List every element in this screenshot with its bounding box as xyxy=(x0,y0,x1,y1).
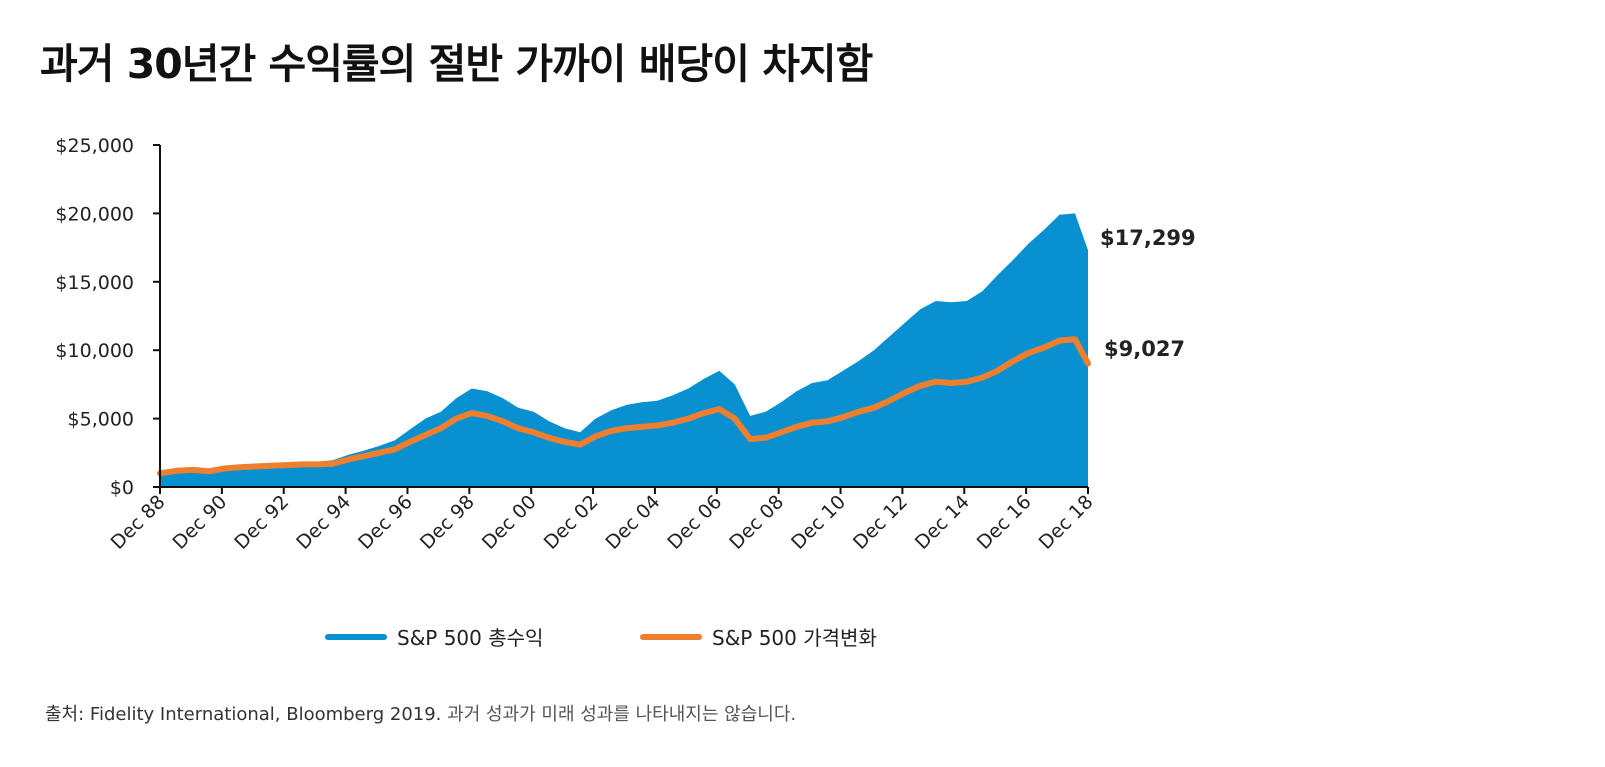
x-tick-label: Dec 18 xyxy=(1035,491,1098,554)
y-tick-label: $0 xyxy=(110,477,134,499)
chart-svg: $0 $5,000 $10,000 $15,000 $20,000 $25,000 Dec… xyxy=(55,135,1196,554)
y-tick-label: $25,000 xyxy=(55,135,134,157)
x-tick-label: Dec 90 xyxy=(168,491,231,554)
x-tick-label: Dec 00 xyxy=(478,491,541,554)
legend-item-price-change: S&P 500 가격변화 xyxy=(640,622,877,651)
y-ticks: $0 $5,000 $10,000 $15,000 $20,000 $25,000 xyxy=(55,135,160,499)
x-tick-label: Dec 98 xyxy=(416,491,479,554)
legend-label-price-change: S&P 500 가격변화 xyxy=(712,626,877,650)
x-tick-label: Dec 88 xyxy=(107,491,170,554)
end-labels: $17,299 $9,027 xyxy=(1100,226,1196,361)
y-tick-label: $10,000 xyxy=(55,340,134,362)
source-prefix: 출처: xyxy=(45,704,85,725)
x-tick-label: Dec 94 xyxy=(292,491,355,554)
x-tick-label: Dec 06 xyxy=(663,491,726,554)
legend-swatch-total-return xyxy=(325,633,387,640)
end-label-price-change: $9,027 xyxy=(1104,337,1185,361)
x-tick-label: Dec 96 xyxy=(354,491,417,554)
legend-item-total-return: S&P 500 총수익 xyxy=(325,622,543,651)
end-label-total-return: $17,299 xyxy=(1100,226,1196,250)
series-layer xyxy=(157,213,1091,487)
x-tick-label: Dec 08 xyxy=(725,491,788,554)
source-note: 출처: Fidelity International, Bloomberg 20… xyxy=(45,700,796,726)
series-line-price-change xyxy=(157,336,1091,477)
source-disclaimer: 과거 성과가 미래 성과를 나타내지는 않습니다. xyxy=(447,704,797,725)
axis-layer xyxy=(159,145,1088,488)
x-tick-label: Dec 14 xyxy=(911,491,974,554)
x-tick-label: Dec 04 xyxy=(602,491,665,554)
x-tick-label: Dec 12 xyxy=(849,491,912,554)
legend-label-total-return: S&P 500 총수익 xyxy=(397,626,544,650)
y-tick-label: $15,000 xyxy=(55,272,134,294)
legend-swatch-price-change xyxy=(640,633,702,640)
x-tick-label: Dec 02 xyxy=(540,491,603,554)
x-tick-label: Dec 10 xyxy=(787,491,850,554)
source-text: Fidelity International, Bloomberg 2019. xyxy=(89,704,442,725)
y-tick-label: $20,000 xyxy=(55,203,134,225)
y-tick-label: $5,000 xyxy=(68,409,134,431)
series-area-total-return xyxy=(160,213,1088,487)
chart-title: 과거 30년간 수익률의 절반 가까이 배당이 차지함 xyxy=(40,40,873,88)
x-tick-label: Dec 92 xyxy=(230,491,293,554)
x-tick-label: Dec 16 xyxy=(973,491,1036,554)
